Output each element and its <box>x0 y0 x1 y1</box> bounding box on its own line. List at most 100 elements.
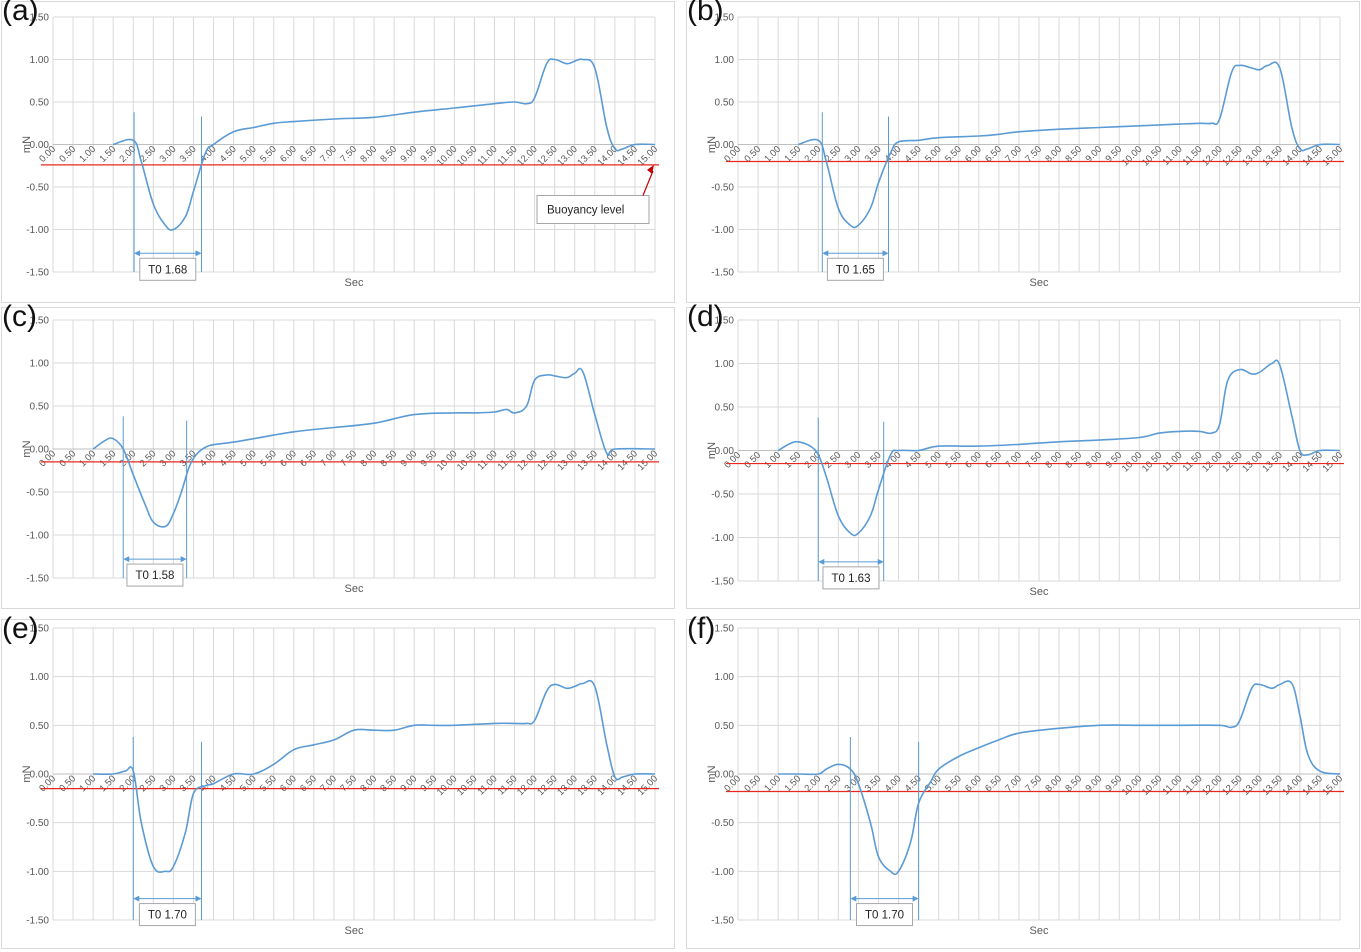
y-tick-label: -1.50 <box>26 916 49 927</box>
x-tick-label: 14.50 <box>615 773 640 798</box>
x-tick-label: 11.00 <box>1160 773 1184 797</box>
y-tick-label: -1.00 <box>26 867 49 878</box>
x-tick-label: 8.50 <box>1063 450 1084 471</box>
x-tick-label: 12.50 <box>535 773 560 798</box>
y-tick-label: 0.00 <box>715 770 735 781</box>
y-tick-label: -0.50 <box>711 818 734 829</box>
x-tick-label: 13.50 <box>575 448 600 473</box>
x-tick-label: 13.50 <box>1260 144 1285 169</box>
x-tick-label: 9.00 <box>398 773 419 794</box>
x-tick-label: 6.00 <box>278 144 299 165</box>
x-tick-label: 8.50 <box>378 144 399 165</box>
x-tick-label: 9.00 <box>398 144 419 165</box>
x-tick-label: 6.00 <box>278 448 299 469</box>
x-tick-label: 0.50 <box>57 773 78 794</box>
x-tick-label: 10.00 <box>1120 773 1145 798</box>
x-tick-label: 8.50 <box>378 773 399 794</box>
y-tick-label: -0.50 <box>711 490 734 501</box>
x-tick-label: 4.50 <box>218 448 239 469</box>
t0-label: T0 1.70 <box>148 910 187 922</box>
chart-panel-2: -1.50 -1.00 -0.50 0.00 0.50 1.00 1.50 0.00 0.50 1… <box>686 0 1360 303</box>
panel-label: (b) <box>687 0 724 27</box>
x-tick-label: 12.00 <box>1200 450 1225 475</box>
x-tick-label: 5.00 <box>238 448 259 469</box>
y-tick-label: 0.50 <box>30 98 50 109</box>
chart-svg: -1.50-1.00-0.500.000.501.001.500.00 0.50 1… <box>21 624 660 938</box>
x-tick-label: 7.50 <box>338 448 359 469</box>
x-tick-label: 11.00 <box>475 773 499 797</box>
x-tick-label: 14.50 <box>1300 773 1325 798</box>
y-tick-label: -1.00 <box>711 533 734 544</box>
t0-label-box <box>139 257 197 281</box>
y-tick-label: -0.50 <box>26 818 49 829</box>
x-tick-label: 0.50 <box>742 450 763 471</box>
x-axis-title: Sec <box>345 277 364 289</box>
y-tick-label: 1.00 <box>30 359 50 370</box>
y-tick-label: 0.00 <box>30 140 50 151</box>
x-tick-label: 10.50 <box>1140 773 1165 798</box>
t0-arrowhead-right <box>195 895 202 902</box>
x-tick-label: 3.00 <box>158 448 179 469</box>
x-tick-label: 2.00 <box>118 144 139 165</box>
x-tick-label: 1.50 <box>97 448 118 469</box>
x-tick-label: 7.00 <box>318 144 339 165</box>
x-tick-label: 3.00 <box>158 144 179 165</box>
t0-arrowhead-right <box>882 250 889 257</box>
x-tick-label: 11.50 <box>496 773 520 797</box>
t0-label-box <box>822 566 880 590</box>
chart-panel-1: -1.50 -1.00 -0.50 0.00 0.50 1.00 1.50 0.00 0.50 1… <box>1 0 675 303</box>
buoyancy-annotation-box <box>536 195 650 224</box>
x-tick-label: 14.50 <box>615 448 640 473</box>
x-tick-label: 10.50 <box>455 448 480 473</box>
x-tick-label: 15.00 <box>636 448 661 473</box>
x-tick-label: 5.50 <box>258 144 279 165</box>
x-tick-label: 6.50 <box>983 450 1004 471</box>
x-tick-label: 12.00 <box>515 773 540 798</box>
t0-label: T0 1.58 <box>135 570 174 582</box>
y-tick-label: -1.00 <box>711 225 734 236</box>
y-tick-label: 0.50 <box>715 403 735 414</box>
x-tick-label: 5.00 <box>238 144 259 165</box>
x-tick-label: 5.50 <box>943 450 964 471</box>
y-tick-label: 1.00 <box>715 359 735 370</box>
y-tick-label: -1.50 <box>26 574 49 585</box>
y-tick-label: 0.00 <box>715 140 735 151</box>
x-tick-label: 7.00 <box>1003 450 1024 471</box>
y-tick-label: 1.50 <box>30 13 50 24</box>
chart-panel-6: -1.50 -1.00 -0.50 0.00 0.50 1.00 1.50 0.00 0.50 1… <box>686 614 1360 949</box>
panel-label: (d) <box>687 300 724 333</box>
x-tick-label: 12.50 <box>535 448 560 473</box>
x-tick-label: 12.50 <box>1220 773 1245 798</box>
x-tick-label: 11.00 <box>1160 450 1184 474</box>
y-tick-label: 1.50 <box>715 316 735 327</box>
x-tick-label: 2.50 <box>138 773 159 794</box>
t0-label-box <box>826 257 884 281</box>
x-tick-label: 14.00 <box>1280 144 1305 169</box>
x-tick-label: 0.50 <box>57 144 78 165</box>
x-tick-label: 15.00 <box>1321 773 1346 798</box>
series-line <box>93 679 656 873</box>
panel-label: (a) <box>2 0 39 27</box>
x-tick-label: 6.50 <box>298 773 319 794</box>
x-tick-label: 13.50 <box>1260 773 1285 798</box>
x-axis-title: Sec <box>1030 277 1049 289</box>
y-tick-label: -1.50 <box>26 268 49 279</box>
x-tick-label: 10.00 <box>1120 144 1145 169</box>
x-tick-label: 11.50 <box>496 448 520 472</box>
y-tick-label: 1.50 <box>715 624 735 635</box>
t0-arrowhead-right <box>877 558 884 565</box>
x-tick-label: 4.50 <box>903 450 924 471</box>
x-tick-label: 14.00 <box>1280 773 1305 798</box>
y-tick-label: 1.00 <box>30 55 50 66</box>
y-tick-label: 1.00 <box>715 672 735 683</box>
y-tick-label: -1.50 <box>711 916 734 927</box>
x-tick-label: 6.50 <box>298 144 319 165</box>
series-line <box>92 367 656 528</box>
x-tick-label: 8.00 <box>1043 450 1064 471</box>
t0-label-box <box>855 903 913 927</box>
x-tick-label: 11.50 <box>1181 450 1205 474</box>
panel-label: (e) <box>2 612 39 645</box>
chart-panel-5: -1.50 -1.00 -0.50 0.00 0.50 1.00 1.50 0.00 0.50 1… <box>1 614 675 949</box>
x-tick-label: 7.00 <box>318 773 339 794</box>
x-tick-label: 1.50 <box>97 144 118 165</box>
